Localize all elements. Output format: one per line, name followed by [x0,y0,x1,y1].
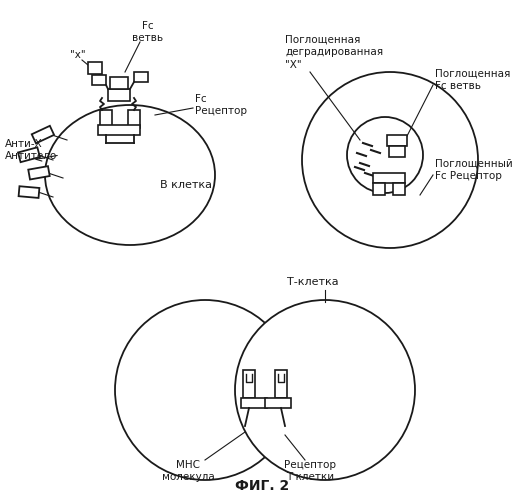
Bar [88,62,102,74]
Circle shape [302,72,478,248]
Text: Поглощенный
Fc Рецептор: Поглощенный Fc Рецептор [435,159,513,181]
Text: Т-клетка: Т-клетка [287,277,339,287]
Text: ФИГ. 2: ФИГ. 2 [235,479,289,493]
Bar [389,146,405,157]
Bar [110,77,128,89]
Bar [373,183,385,195]
Bar [128,110,140,128]
Ellipse shape [45,105,215,245]
Bar [100,110,112,128]
FancyBboxPatch shape [18,186,39,198]
Circle shape [235,300,415,480]
Bar [275,370,287,398]
Text: Поглощенная
Fc ветвь: Поглощенная Fc ветвь [435,69,510,91]
Text: Fc
ветвь: Fc ветвь [133,21,163,43]
Circle shape [347,117,423,193]
Text: Анти-Х
Антитело: Анти-Х Антитело [5,139,57,161]
Text: Поглощенная
деградированная
"Х": Поглощенная деградированная "Х" [285,35,383,70]
FancyBboxPatch shape [28,166,50,179]
Bar [393,183,405,195]
Text: Рецептор
Т клетки: Рецептор Т клетки [284,460,336,482]
Circle shape [115,300,295,480]
Text: Fc
Рецептор: Fc Рецептор [195,94,247,116]
Text: МНС
молекула: МНС молекула [161,460,214,482]
Bar [387,135,407,146]
FancyBboxPatch shape [18,148,40,162]
FancyBboxPatch shape [32,126,54,144]
Bar [134,72,148,82]
Bar [92,75,106,85]
Bar [108,89,130,101]
Bar [243,370,255,398]
Text: "х": "х" [70,50,86,60]
Bar [241,398,267,408]
Bar [373,173,405,183]
Text: В клетка: В клетка [160,180,212,190]
Bar [265,398,291,408]
Bar [98,125,140,135]
